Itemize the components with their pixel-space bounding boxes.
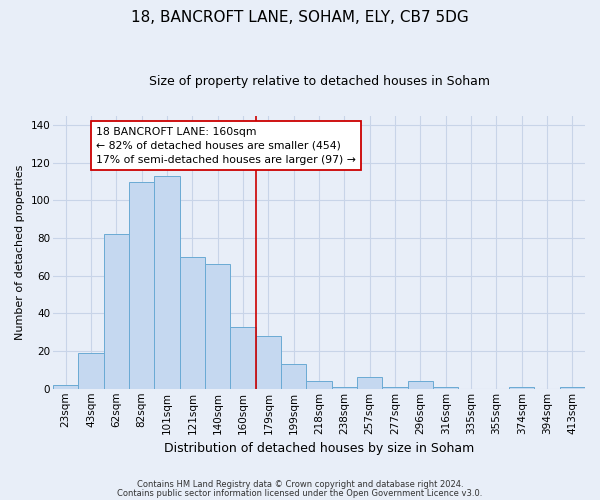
Bar bbox=[407, 381, 433, 389]
Bar bbox=[281, 364, 307, 389]
Bar bbox=[154, 176, 180, 389]
Text: 18 BANCROFT LANE: 160sqm
← 82% of detached houses are smaller (454)
17% of semi-: 18 BANCROFT LANE: 160sqm ← 82% of detach… bbox=[96, 127, 356, 165]
Text: Contains public sector information licensed under the Open Government Licence v3: Contains public sector information licen… bbox=[118, 490, 482, 498]
Bar bbox=[180, 257, 205, 389]
Text: Contains HM Land Registry data © Crown copyright and database right 2024.: Contains HM Land Registry data © Crown c… bbox=[137, 480, 463, 489]
Bar bbox=[382, 387, 407, 389]
Bar bbox=[256, 336, 281, 389]
Bar bbox=[307, 381, 332, 389]
Bar bbox=[129, 182, 154, 389]
Bar bbox=[332, 387, 357, 389]
Bar bbox=[104, 234, 129, 389]
Text: 18, BANCROFT LANE, SOHAM, ELY, CB7 5DG: 18, BANCROFT LANE, SOHAM, ELY, CB7 5DG bbox=[131, 10, 469, 25]
X-axis label: Distribution of detached houses by size in Soham: Distribution of detached houses by size … bbox=[164, 442, 474, 455]
Bar bbox=[79, 353, 104, 389]
Bar bbox=[560, 387, 585, 389]
Bar bbox=[509, 387, 535, 389]
Bar bbox=[357, 378, 382, 389]
Y-axis label: Number of detached properties: Number of detached properties bbox=[15, 164, 25, 340]
Bar bbox=[230, 326, 256, 389]
Bar bbox=[433, 387, 458, 389]
Bar bbox=[53, 385, 79, 389]
Bar bbox=[205, 264, 230, 389]
Title: Size of property relative to detached houses in Soham: Size of property relative to detached ho… bbox=[149, 75, 490, 88]
